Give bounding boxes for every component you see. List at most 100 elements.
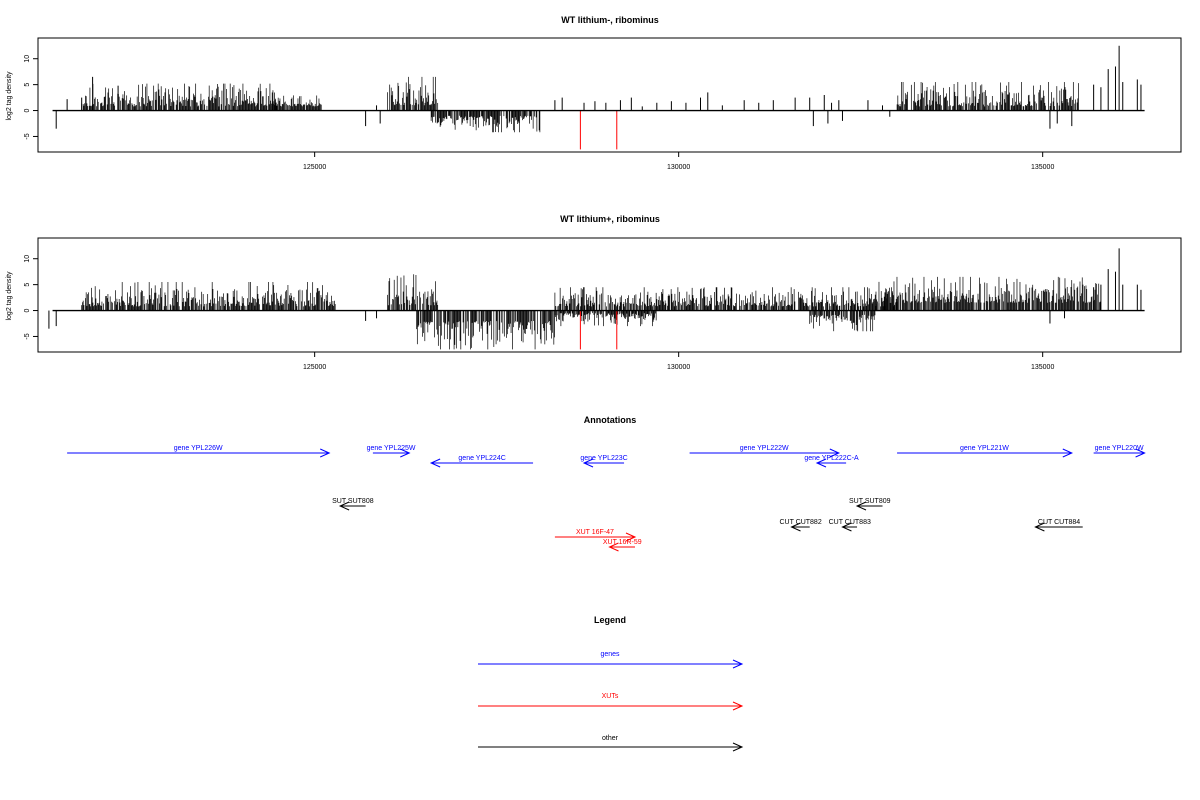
y-tick: -5 bbox=[24, 133, 38, 140]
legend: Legend genes XUTs other bbox=[478, 615, 744, 752]
feature-label: gene YPL222C-A bbox=[804, 455, 859, 462]
y-tick-label: 5 bbox=[24, 83, 31, 87]
legend-arrow-head bbox=[732, 701, 744, 711]
x-tick: 125000 bbox=[303, 352, 326, 371]
y-tick: 0 bbox=[24, 308, 38, 312]
annotation-features: gene YPL226W gene YPL225W gene YPL224C gene… bbox=[67, 445, 1146, 552]
x-tick-label: 135000 bbox=[1031, 164, 1054, 171]
x-tick: 135000 bbox=[1031, 352, 1054, 371]
y-tick: 10 bbox=[24, 255, 38, 263]
feature-arrow-head bbox=[582, 458, 594, 468]
feature-arrow-head bbox=[1135, 448, 1146, 458]
annotation-feature: SUT SUT809 bbox=[849, 498, 891, 511]
legend-label: other bbox=[602, 735, 619, 742]
feature-arrow-head bbox=[1062, 448, 1074, 458]
y-tick-label: 10 bbox=[24, 55, 31, 63]
feature-label: gene YPL224C bbox=[458, 455, 505, 462]
feature-label: CUT CUT884 bbox=[1038, 519, 1080, 526]
annotation-feature: gene YPL223C bbox=[580, 455, 628, 468]
panel-lithium-plus: WT lithium+, ribominus log2 tag density … bbox=[6, 214, 1182, 371]
feature-arrow-head bbox=[790, 522, 801, 532]
annotation-feature: gene YPL221W bbox=[897, 445, 1074, 458]
feature-label: gene YPL225W bbox=[367, 445, 416, 452]
x-tick-label: 125000 bbox=[303, 364, 326, 371]
y-tick: -5 bbox=[24, 333, 38, 340]
legend-arrow-head bbox=[732, 659, 744, 669]
legend-title: Legend bbox=[594, 615, 626, 625]
y-tick-label: -5 bbox=[24, 133, 31, 139]
x-axis-ticks: 125000 130000 135000 bbox=[303, 352, 1054, 371]
feature-arrow-head bbox=[625, 532, 637, 542]
x-tick-label: 135000 bbox=[1031, 364, 1054, 371]
feature-arrow-head bbox=[608, 542, 619, 552]
feature-label: gene YPL223C bbox=[580, 455, 627, 462]
feature-arrow-head bbox=[841, 522, 852, 532]
y-tick-label: -5 bbox=[24, 333, 31, 339]
feature-label: gene YPL226W bbox=[174, 445, 223, 452]
annotation-feature: gene YPL220W bbox=[1093, 445, 1146, 458]
annotation-feature: XUT 16R-59 bbox=[603, 539, 642, 552]
feature-arrow-head bbox=[429, 458, 441, 468]
panel-title: WT lithium-, ribominus bbox=[561, 15, 659, 25]
plot-frame bbox=[37, 237, 1182, 353]
y-tick: 0 bbox=[24, 108, 38, 112]
x-tick-label: 130000 bbox=[667, 364, 690, 371]
panel-lithium-minus: WT lithium-, ribominus log2 tag density … bbox=[6, 15, 1182, 171]
x-tick: 125000 bbox=[303, 152, 326, 171]
annotations-title: Annotations bbox=[584, 415, 637, 425]
feature-label: XUT 16R-59 bbox=[603, 539, 642, 546]
x-tick-label: 125000 bbox=[303, 164, 326, 171]
annotation-feature: gene YPL222W bbox=[689, 445, 841, 458]
y-axis-ticks: -5 0 5 10 bbox=[24, 55, 38, 140]
legend-item-other: other bbox=[478, 735, 744, 752]
y-axis-label: log2 tag density bbox=[6, 271, 13, 321]
y-axis-ticks: -5 0 5 10 bbox=[24, 255, 38, 340]
y-tick-label: 5 bbox=[24, 283, 31, 287]
density-bars bbox=[55, 45, 1142, 150]
annotation-feature: CUT CUT883 bbox=[829, 519, 871, 532]
annotations-track: Annotations gene YPL226W gene YPL225Wgene… bbox=[67, 415, 1146, 552]
density-bars bbox=[48, 248, 1142, 350]
y-tick-label: 0 bbox=[24, 108, 31, 112]
annotation-feature: gene YPL224C bbox=[429, 455, 534, 468]
x-tick-label: 130000 bbox=[667, 164, 690, 171]
annotation-feature: gene YPL222C-A bbox=[804, 455, 859, 468]
y-tick: 10 bbox=[24, 55, 38, 63]
feature-label: gene YPL221W bbox=[960, 445, 1009, 452]
feature-label: SUT SUT809 bbox=[849, 498, 891, 505]
feature-arrow-head bbox=[815, 458, 827, 468]
annotation-feature: gene YPL226W bbox=[67, 445, 331, 458]
legend-label: XUTs bbox=[602, 693, 619, 700]
y-axis-label: log2 tag density bbox=[6, 71, 13, 121]
feature-label: SUT SUT808 bbox=[332, 498, 374, 505]
annotation-feature: gene YPL225W bbox=[367, 445, 416, 458]
feature-arrow-head bbox=[1034, 522, 1045, 532]
x-tick: 130000 bbox=[667, 152, 690, 171]
feature-arrow-head bbox=[338, 501, 350, 511]
y-tick-label: 0 bbox=[24, 308, 31, 312]
feature-label: gene YPL220W bbox=[1095, 445, 1144, 452]
feature-arrow-head bbox=[829, 448, 841, 458]
annotation-feature: SUT SUT808 bbox=[332, 498, 374, 511]
feature-label: XUT 16F-47 bbox=[576, 529, 614, 536]
annotation-feature: CUT CUT882 bbox=[779, 519, 822, 532]
y-tick: 5 bbox=[24, 83, 38, 87]
panel-title: WT lithium+, ribominus bbox=[560, 214, 660, 224]
y-tick-label: 10 bbox=[24, 255, 31, 263]
annotation-feature: XUT 16F-47 bbox=[554, 529, 637, 542]
legend-label: genes bbox=[600, 651, 620, 658]
x-tick: 135000 bbox=[1031, 152, 1054, 171]
feature-arrow-head bbox=[320, 448, 331, 458]
annotation-feature: CUT CUT884 bbox=[1034, 519, 1083, 532]
legend-arrow-head bbox=[732, 742, 744, 752]
legend-item-xuts: XUTs bbox=[478, 693, 744, 711]
feature-label: CUT CUT882 bbox=[779, 519, 821, 526]
x-tick: 130000 bbox=[667, 352, 690, 371]
feature-label: gene YPL222W bbox=[740, 445, 789, 452]
feature-arrow-head bbox=[400, 448, 411, 458]
y-tick: 5 bbox=[24, 283, 38, 287]
plot-frame bbox=[37, 37, 1182, 153]
feature-label: CUT CUT883 bbox=[829, 519, 871, 526]
